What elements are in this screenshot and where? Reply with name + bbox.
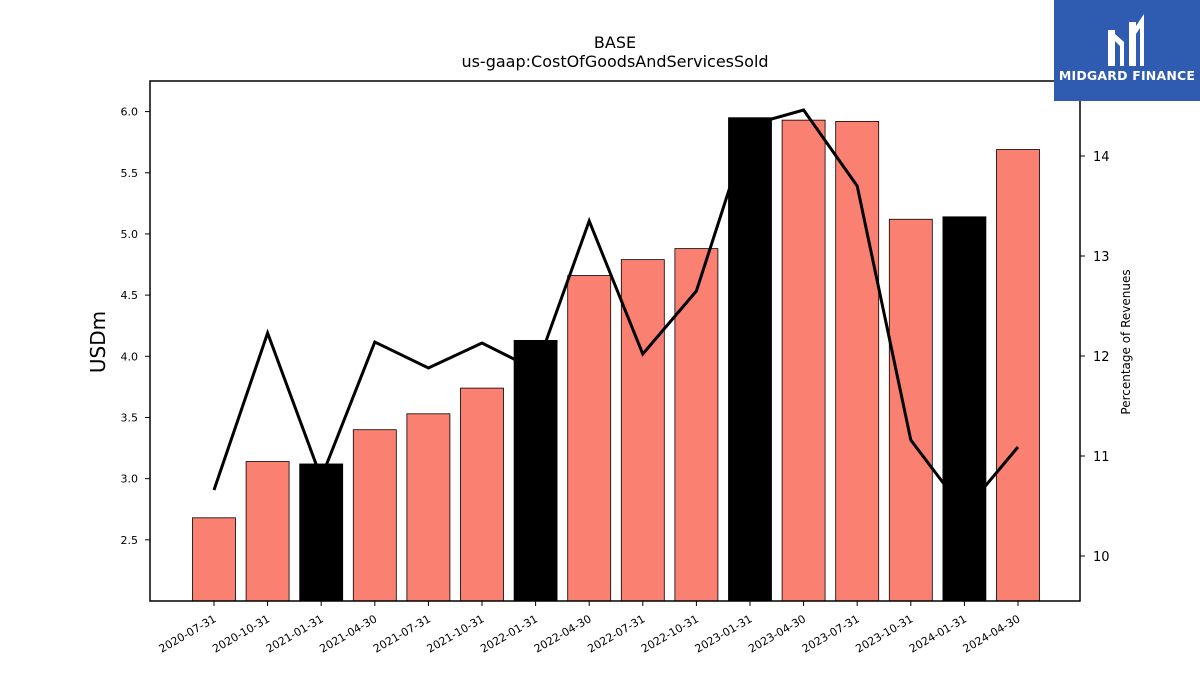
y-tick-label: 5.0 xyxy=(121,228,139,241)
x-tick-label: 2020-07-31 xyxy=(157,612,219,655)
y-tick-label: 6.0 xyxy=(121,106,139,119)
bar-2021-04-30 xyxy=(352,429,397,602)
chart-subtitle: us-gaap:CostOfGoodsAndServicesSold xyxy=(461,52,768,71)
bar-2020-07-31 xyxy=(192,517,236,602)
y-tick-label: 4.5 xyxy=(121,289,139,302)
logo-text: MIDGARD FINANCE xyxy=(1058,68,1196,83)
y-tick-label: 3.5 xyxy=(121,411,139,424)
bar-2022-10-31 xyxy=(674,248,719,602)
plot-frame xyxy=(149,80,1081,602)
logo-mark-icon xyxy=(1108,14,1144,66)
x-tick-label: 2023-04-30 xyxy=(746,612,808,655)
bar-2020-10-31 xyxy=(245,461,290,602)
x-tick-label: 2024-01-31 xyxy=(907,612,969,655)
y-axis-label: USDm xyxy=(86,311,110,373)
bar-2023-04-30 xyxy=(781,119,826,602)
x-tick-label: 2022-07-31 xyxy=(585,612,647,655)
x-tick-label: 2024-04-30 xyxy=(961,612,1023,655)
y-tick-label: 4.0 xyxy=(121,350,139,363)
chart-title: BASE xyxy=(594,33,636,52)
x-tick-label: 2020-10-31 xyxy=(210,612,272,655)
x-tick-label: 2021-01-31 xyxy=(264,612,326,655)
bar-2024-04-30 xyxy=(996,149,1040,602)
bar-2021-10-31 xyxy=(460,387,504,602)
bar-2023-07-31 xyxy=(835,120,880,602)
bar-2023-10-31 xyxy=(888,218,933,602)
y2-tick-label: 12 xyxy=(1093,350,1110,365)
line-series xyxy=(212,108,1020,514)
y2-tick-label: 11 xyxy=(1093,450,1110,465)
y2-axis-label: Percentage of Revenues xyxy=(1119,269,1133,414)
y-tick-label: 5.5 xyxy=(121,167,139,180)
x-tick-label: 2023-10-31 xyxy=(853,612,915,655)
midgard-finance-logo: MIDGARD FINANCE xyxy=(1054,0,1200,101)
bar-2023-01-31 xyxy=(728,117,772,602)
bar-series xyxy=(192,117,1040,602)
x-tick-label: 2021-04-30 xyxy=(317,612,379,655)
x-tick-label: 2022-10-31 xyxy=(639,612,701,655)
bar-2021-01-31 xyxy=(299,463,344,602)
y-tick-label: 2.5 xyxy=(121,534,139,547)
x-tick-label: 2023-07-31 xyxy=(800,612,862,655)
bar-2022-01-31 xyxy=(513,339,558,602)
bar-2022-07-31 xyxy=(620,259,665,602)
x-tick-label: 2023-01-31 xyxy=(693,612,755,655)
y2-tick-label: 13 xyxy=(1093,250,1110,265)
x-tick-label: 2022-04-30 xyxy=(532,612,594,655)
y2-tick-label: 10 xyxy=(1093,550,1110,565)
bar-2022-04-30 xyxy=(567,275,612,602)
bar-2024-01-31 xyxy=(942,216,987,602)
x-tick-label: 2021-10-31 xyxy=(425,612,487,655)
bar-2021-07-31 xyxy=(406,413,451,602)
percentage-of-revenues-line xyxy=(212,108,1020,514)
y-tick-label: 3.0 xyxy=(121,473,139,486)
x-tick-label: 2022-01-31 xyxy=(478,612,540,655)
y2-tick-label: 14 xyxy=(1093,150,1110,165)
x-tick-label: 2021-07-31 xyxy=(371,612,433,655)
